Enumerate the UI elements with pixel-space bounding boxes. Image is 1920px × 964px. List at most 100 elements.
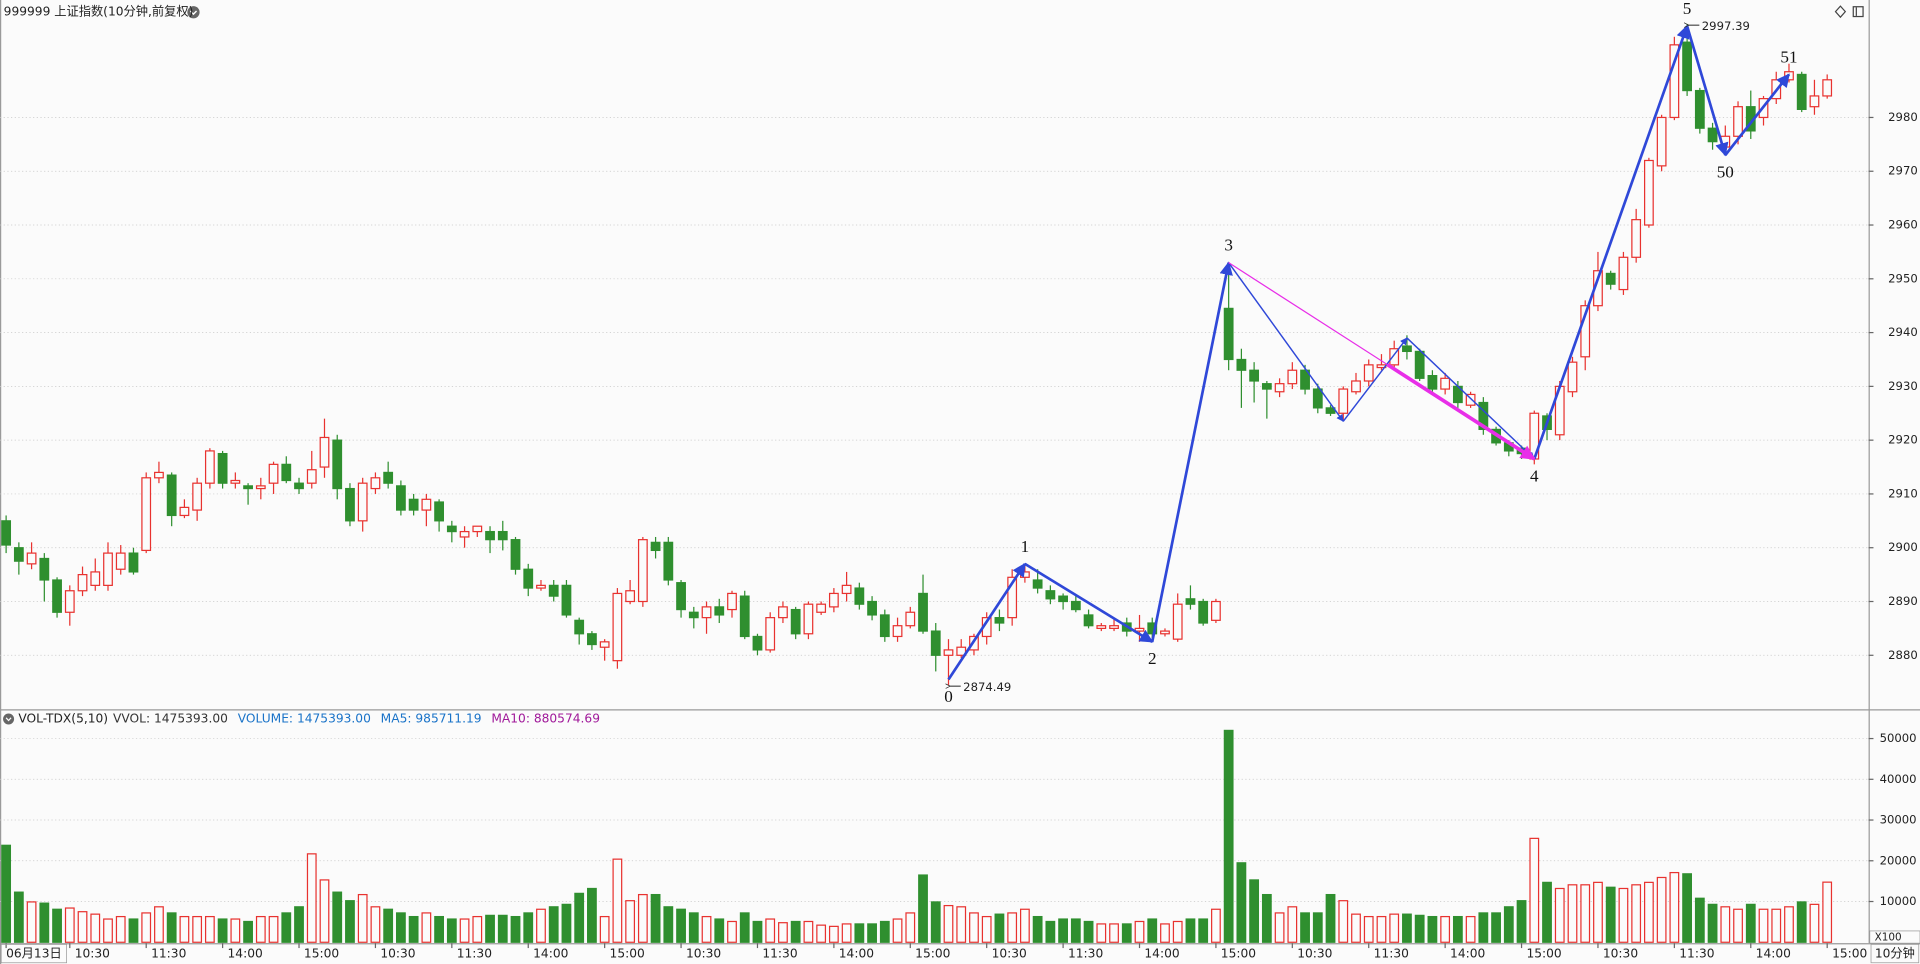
candle-body [956, 646, 967, 656]
volume-bar [1643, 881, 1654, 943]
volume-bar [154, 906, 164, 943]
wave-segment [1342, 337, 1408, 422]
volume-bar [1083, 920, 1094, 943]
volume-bar [676, 908, 686, 943]
candle-body [1389, 348, 1400, 366]
y-tick-label: 2930 [1888, 379, 1918, 393]
wave-label: 0 [944, 687, 953, 706]
volume-bar [255, 915, 266, 943]
volume-bar [1058, 918, 1069, 943]
candle-body [1083, 614, 1094, 627]
x-tick-label: 10:30 [75, 947, 110, 961]
volume-bar [548, 906, 559, 943]
x-tick-label: 15:00 [1832, 947, 1867, 961]
volume-bar [1160, 923, 1170, 943]
period-label[interactable]: 10分钟 [1875, 946, 1915, 961]
candle-body [497, 530, 508, 541]
volume-bar [879, 920, 890, 943]
candle-body [1631, 219, 1642, 258]
candle-body [854, 587, 865, 605]
candle-body [306, 469, 317, 484]
volume-bar [1402, 913, 1412, 943]
candle-body [26, 552, 37, 565]
volume-bar [1376, 915, 1387, 943]
y-tick-label: 30000 [1880, 813, 1917, 827]
volume-bar [230, 918, 241, 943]
x-tick-label: 11:30 [1374, 947, 1409, 961]
volume-bar [217, 918, 228, 943]
volume-bar [1147, 918, 1158, 943]
volume-bar [90, 913, 101, 943]
candle-body [13, 547, 24, 562]
volume-bar [1185, 918, 1196, 943]
y-tick-label: 2920 [1888, 433, 1918, 447]
volume-bar [981, 915, 992, 943]
panel-toggle-icon[interactable] [1852, 6, 1864, 18]
volume-bar [472, 915, 483, 943]
wave-label: 2 [1148, 649, 1157, 668]
volume-bar [701, 915, 712, 943]
candle-body [701, 606, 712, 619]
volume-bar [192, 915, 203, 943]
volume-bar [1198, 918, 1209, 943]
candle-body [52, 579, 62, 613]
y-tick-label: 2950 [1888, 271, 1918, 285]
period-box[interactable] [1870, 944, 1920, 964]
volume-bar [943, 904, 954, 943]
x-tick-label: 10:30 [1297, 947, 1332, 961]
candle-body [166, 474, 177, 517]
candle-body [77, 574, 88, 592]
menu-icon-chevron [189, 10, 198, 16]
candle-body [765, 617, 776, 651]
volume-bar [1503, 906, 1514, 943]
wave-label: 4 [1530, 466, 1539, 485]
y-tick-label: 2980 [1888, 110, 1918, 124]
volume-bar [1478, 912, 1489, 943]
volume-bar [1261, 893, 1272, 943]
volume-bar [1109, 923, 1119, 943]
y-tick-label: 2900 [1888, 540, 1918, 554]
y-tick-label: 10000 [1880, 894, 1917, 908]
volume-bar [637, 893, 648, 943]
volume-bar [930, 901, 941, 943]
candle-body [1020, 571, 1030, 578]
volume-bar [1249, 879, 1260, 943]
candle-body [1669, 44, 1680, 119]
volume-bar [1020, 908, 1030, 943]
x-tick-label: 14:00 [1144, 947, 1179, 961]
candle-body [739, 595, 750, 638]
x-tick-label: 06月13日 [6, 947, 62, 961]
candle-body [1643, 159, 1654, 226]
volume-bar [141, 912, 152, 943]
volume-bar [1707, 903, 1718, 943]
wave-segment [1228, 262, 1344, 422]
volume-bar [1745, 903, 1756, 943]
candle-body [383, 471, 394, 484]
volume-bar [103, 918, 113, 943]
candle-body [64, 590, 75, 613]
indicator-menu-chevron [5, 717, 12, 722]
volume-bar [1554, 887, 1565, 943]
candle-body [1172, 603, 1183, 640]
draw-tool-icon[interactable] [1834, 5, 1847, 19]
candle-body [39, 557, 50, 581]
volume-bar [77, 911, 88, 943]
volume-bar [1567, 884, 1578, 943]
indicator-menu-icon[interactable] [3, 713, 15, 725]
candle-body [1656, 116, 1667, 167]
volume-bar [1542, 881, 1552, 943]
candle-body [587, 633, 597, 646]
volume-bar [1338, 900, 1349, 943]
volume-bar [395, 912, 406, 943]
link-line-emphasis [1386, 363, 1536, 461]
y-tick-label: 2880 [1888, 648, 1918, 662]
x-tick-label: 11:30 [151, 947, 186, 961]
volume-bar [688, 912, 699, 943]
volume-bar [1287, 906, 1298, 943]
date-box [0, 944, 67, 964]
candle-body [217, 452, 228, 484]
candle-body [1414, 350, 1425, 379]
menu-icon[interactable] [187, 6, 200, 19]
volume-bar [1618, 887, 1629, 943]
candle-body [625, 590, 636, 603]
